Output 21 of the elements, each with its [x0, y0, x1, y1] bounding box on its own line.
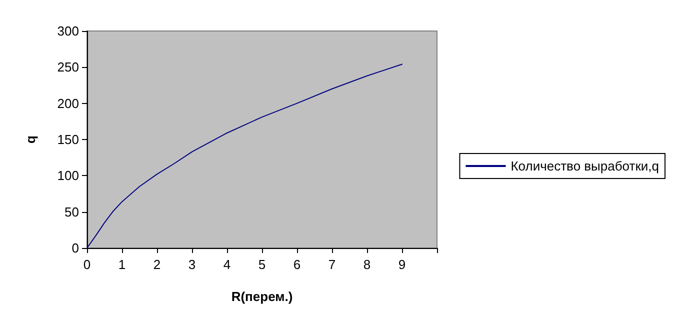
x-tick-label: 8: [363, 257, 371, 272]
y-tick-label: 150: [57, 132, 79, 147]
x-tick-label: 4: [223, 257, 231, 272]
x-tick-label: 9: [398, 257, 406, 272]
y-tick-label: 100: [57, 168, 79, 184]
x-axis-title: R(перем.): [231, 289, 293, 304]
x-tick-label: 1: [118, 257, 126, 272]
x-tick-label: 5: [258, 257, 266, 272]
x-tick-label: 7: [328, 257, 336, 272]
line-series: [86, 64, 402, 248]
x-tick-label: 2: [153, 257, 161, 272]
y-tick-label: 250: [57, 60, 79, 75]
y-tick-label: 0: [72, 240, 79, 256]
x-tick-label: 6: [293, 257, 301, 272]
x-tick-label: 3: [188, 257, 196, 272]
x-tick-label: 0: [83, 257, 91, 272]
y-tick-label: 300: [57, 24, 79, 38]
y-tick-label: 50: [64, 204, 79, 220]
y-axis-title: q: [23, 135, 38, 144]
legend-label: Количество выработки,q: [510, 158, 660, 174]
y-tick-label: 200: [57, 96, 79, 111]
